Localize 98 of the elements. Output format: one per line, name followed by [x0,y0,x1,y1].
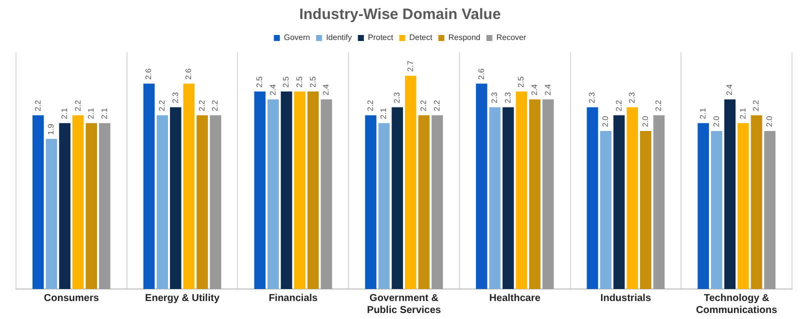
data-label: 1.9 [46,123,56,135]
bar [268,99,279,289]
bar [280,92,292,289]
data-label: 2.1 [86,107,96,120]
data-label: 2.2 [197,100,206,112]
data-label: 2.0 [600,115,610,127]
bar [254,92,266,289]
data-label: 2.6 [476,68,486,80]
x-tick-label: Financials [268,292,318,304]
bar [502,107,514,289]
bar [586,107,598,289]
data-label: 2.0 [765,115,774,127]
x-tick-label: Industrials [600,292,652,304]
bar [210,115,222,289]
data-label: 2.3 [490,92,500,104]
legend-label: Govern [284,33,310,42]
data-label: 2.1 [100,107,109,120]
data-label: 2.2 [210,100,220,112]
data-label: 2.2 [73,100,82,112]
bar [613,115,625,289]
bar [626,107,638,289]
bar [529,99,540,289]
data-label: 2.5 [255,76,264,88]
bar [516,92,528,289]
data-label: 2.6 [144,68,154,80]
data-label: 2.5 [294,76,304,88]
data-label: 2.3 [392,92,402,104]
data-label: 2.4 [530,84,540,96]
bar [640,131,652,289]
data-label: 2.2 [158,100,167,112]
data-label: 2.6 [184,68,194,80]
bar [392,107,404,289]
bar [710,131,722,289]
data-label: 2.4 [322,84,331,96]
bar [307,92,319,289]
bar [196,115,208,289]
bar [46,138,58,289]
bar [724,99,736,289]
bar [378,123,390,289]
x-tick-label: Technology & Communications [696,292,778,316]
x-tick-label: Healthcare [489,292,541,304]
data-label: 2.2 [33,100,42,112]
legend-label: Protect [368,33,394,42]
bar [32,115,44,289]
bar [600,131,612,289]
data-label: 2.1 [379,107,388,120]
data-label: 2.2 [752,100,761,112]
data-label: 2.0 [712,115,721,127]
legend-label: Detect [409,33,434,42]
legend-label: Recover [496,33,526,42]
data-label: 2.4 [543,84,552,96]
data-label: 2.1 [738,107,748,120]
data-label: 2.5 [516,76,526,88]
bar [542,99,554,289]
data-label: 2.0 [640,115,650,127]
x-tick-label: Consumers [44,292,100,304]
bar [653,115,665,289]
data-label: 2.1 [60,107,69,120]
data-label: 2.4 [268,84,278,96]
data-label: 2.3 [588,92,597,104]
bar [59,123,70,289]
bar [99,123,110,289]
chart-title: Industry-Wise Domain Value [299,6,501,24]
bar [418,115,430,289]
data-label: 2.2 [654,100,664,112]
bar [320,99,332,289]
bar [156,115,168,289]
bar [72,115,84,289]
data-label: 2.2 [419,100,428,112]
data-label: 2.4 [725,84,734,96]
x-tick-label: Government & Public Services [367,292,442,316]
bar [86,123,98,289]
data-label: 2.5 [308,76,318,88]
bar [476,84,488,289]
bar [365,115,376,289]
bar [170,107,182,289]
bar [750,115,762,289]
bar [143,84,155,289]
bar [432,115,443,289]
data-label: 2.1 [698,107,708,120]
data-label: 2.2 [366,100,375,112]
legend-label: Identify [326,33,352,42]
data-label: 2.7 [406,60,415,72]
data-label: 2.2 [432,100,442,112]
bar [405,76,416,289]
data-label: 2.3 [170,92,180,104]
data-label: 2.2 [614,100,624,112]
data-label: 2.3 [628,92,637,104]
data-label: 2.5 [282,76,291,88]
bar [183,84,195,289]
bar [698,123,709,289]
legend-label: Respond [448,33,480,42]
x-tick-label: Energy & Utility [145,292,220,304]
bar [764,131,776,289]
bar [738,123,749,289]
bar [294,92,306,289]
bar [489,107,501,289]
data-label: 2.3 [503,92,512,104]
